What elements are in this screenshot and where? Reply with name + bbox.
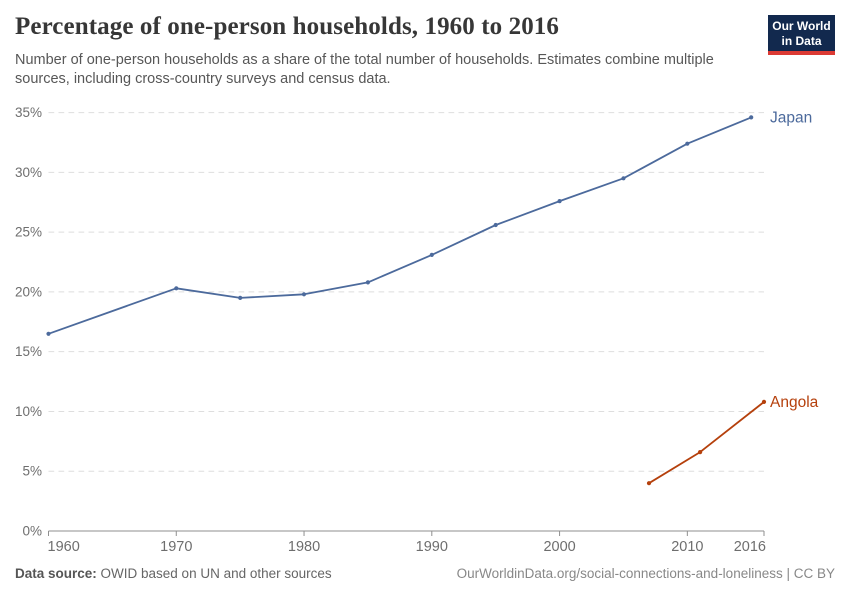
series-point-angola-2011[interactable] (698, 450, 703, 455)
owid-logo-line2: in Data (781, 33, 822, 48)
series-point-japan-2015[interactable] (749, 115, 754, 120)
x-tick-label-1970: 1970 (160, 539, 192, 555)
series-point-angola-2016[interactable] (761, 399, 767, 404)
x-tick-label-1980: 1980 (288, 539, 320, 555)
series-point-japan-1980[interactable] (301, 292, 307, 297)
series-point-japan-1990[interactable] (429, 252, 434, 257)
y-tick-label-0: 0% (22, 524, 42, 539)
y-tick-label-35: 35% (15, 105, 42, 120)
owid-logo-line1: Our World (772, 19, 831, 33)
series-line-angola[interactable] (648, 400, 765, 485)
series-point-japan-1960[interactable] (46, 331, 51, 336)
x-tick-label-2000: 2000 (543, 539, 575, 555)
x-tick-label-1960: 1960 (48, 539, 80, 555)
data-source-label: Data source: (15, 566, 97, 581)
y-tick-label-20: 20% (15, 284, 42, 299)
series-point-japan-1970[interactable] (174, 286, 179, 291)
series-point-japan-2010[interactable] (685, 141, 690, 146)
citation-link[interactable]: OurWorldinData.org/social-connections-an… (456, 566, 835, 581)
series-label-angola[interactable]: Angola (770, 394, 819, 411)
owid-logo[interactable]: Our World in Data (768, 15, 835, 56)
series-line-japan[interactable] (47, 116, 753, 335)
y-tick-label-10: 10% (15, 404, 42, 419)
series-point-japan-2000[interactable] (557, 199, 562, 204)
chart-footer: Data source: OWID based on UN and other … (15, 566, 835, 581)
series-point-angola-2007[interactable] (646, 481, 652, 486)
y-tick-label-30: 30% (15, 165, 42, 180)
series-label-japan[interactable]: Japan (770, 109, 812, 126)
y-tick-label-5: 5% (22, 464, 42, 479)
series-point-japan-1995[interactable] (493, 222, 498, 228)
y-tick-label-25: 25% (15, 225, 42, 240)
chart-title: Percentage of one-person households, 196… (15, 13, 559, 40)
chart-subtitle: Number of one-person households as a sha… (15, 52, 714, 88)
x-tick-label-2016: 2016 (734, 539, 766, 555)
y-tick-label-15: 15% (15, 344, 42, 359)
series-point-japan-2005[interactable] (621, 176, 626, 181)
x-tick-label-1990: 1990 (416, 539, 448, 555)
data-source-text: OWID based on UN and other sources (96, 566, 332, 581)
series-point-japan-1975[interactable] (238, 295, 243, 300)
data-source: Data source: OWID based on UN and other … (15, 566, 332, 581)
x-tick-label-2010: 2010 (671, 539, 703, 555)
series-point-japan-1985[interactable] (365, 280, 370, 285)
